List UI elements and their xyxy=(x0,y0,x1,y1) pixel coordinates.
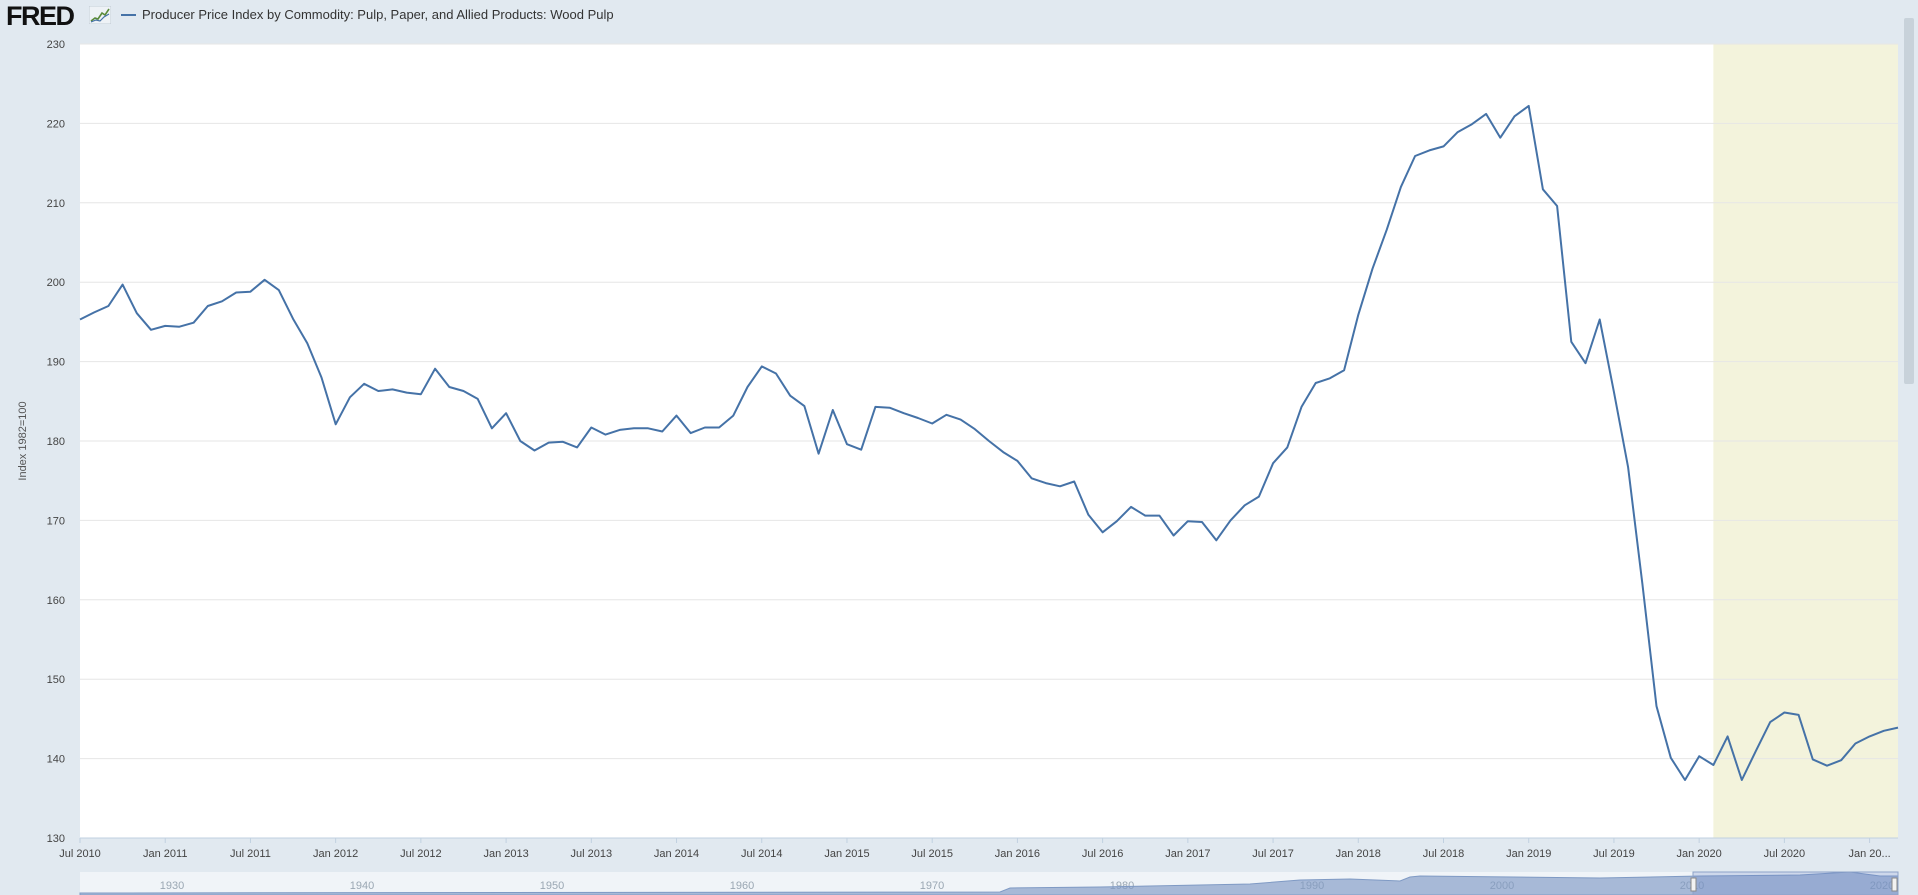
y-tick-label: 150 xyxy=(47,674,65,686)
x-tick-label: Jan 2014 xyxy=(654,848,699,860)
x-tick-label: Jul 2020 xyxy=(1764,848,1806,860)
x-tick-label: Jul 2010 xyxy=(59,848,101,860)
x-tick-label: Jan 2011 xyxy=(143,848,187,860)
navigator-year-label: 1960 xyxy=(730,880,754,892)
navigator-handle-right[interactable] xyxy=(1891,877,1898,892)
fred-logo[interactable]: FRED xyxy=(6,1,75,31)
y-tick-label: 190 xyxy=(47,357,65,369)
navigator-year-label: 1940 xyxy=(350,880,374,892)
y-tick-label: 140 xyxy=(47,754,65,766)
navigator-area xyxy=(79,871,1899,895)
x-tick-label: Jan 20... xyxy=(1848,848,1890,860)
x-tick-label: Jul 2015 xyxy=(911,848,953,860)
y-tick-label: 170 xyxy=(47,515,65,527)
navigator-year-label: 1950 xyxy=(540,880,564,892)
x-tick-label: Jan 2016 xyxy=(995,848,1040,860)
x-tick-label: Jan 2019 xyxy=(1506,848,1551,860)
x-tick-label: Jan 2015 xyxy=(824,848,869,860)
x-tick-label: Jul 2014 xyxy=(741,848,783,860)
x-tick-label: Jul 2018 xyxy=(1423,848,1465,860)
x-tick-label: Jan 2013 xyxy=(483,848,528,860)
navigator-handle-left[interactable] xyxy=(1690,877,1697,892)
x-tick-label: Jan 2017 xyxy=(1165,848,1210,860)
y-tick-label: 200 xyxy=(47,277,65,289)
y-tick-label: 220 xyxy=(47,118,65,130)
x-tick-label: Jan 2018 xyxy=(1336,848,1381,860)
y-axis-label: Index 1982=100 xyxy=(17,401,29,480)
navigator-selection xyxy=(1692,871,1899,895)
x-tick-label: Jul 2012 xyxy=(400,848,442,860)
navigator-year-label: 1930 xyxy=(160,880,184,892)
x-tick-label: Jul 2011 xyxy=(230,848,271,860)
y-tick-label: 180 xyxy=(47,436,65,448)
x-tick-label: Jan 2012 xyxy=(313,848,358,860)
x-tick-label: Jul 2019 xyxy=(1593,848,1635,860)
series-line xyxy=(79,104,1899,781)
y-tick-label: 210 xyxy=(47,198,65,210)
y-tick-label: 230 xyxy=(47,39,65,51)
navigator-year-label: 1970 xyxy=(920,880,944,892)
chart-header: FRED Producer Price Index by Commodity: … xyxy=(0,0,1900,30)
x-tick-label: Jul 2013 xyxy=(571,848,613,860)
x-tick-label: Jul 2017 xyxy=(1252,848,1294,860)
chart-trend-icon xyxy=(89,6,111,24)
legend-swatch xyxy=(121,14,136,16)
x-tick-label: Jan 2020 xyxy=(1677,848,1722,860)
scrollbar-thumb[interactable] xyxy=(1904,18,1914,384)
y-tick-label: 160 xyxy=(47,595,65,607)
legend-series-label[interactable]: Producer Price Index by Commodity: Pulp,… xyxy=(142,7,614,22)
x-tick-label: Jul 2016 xyxy=(1082,848,1124,860)
y-tick-label: 130 xyxy=(47,833,65,845)
page-scrollbar[interactable] xyxy=(1900,0,1918,895)
